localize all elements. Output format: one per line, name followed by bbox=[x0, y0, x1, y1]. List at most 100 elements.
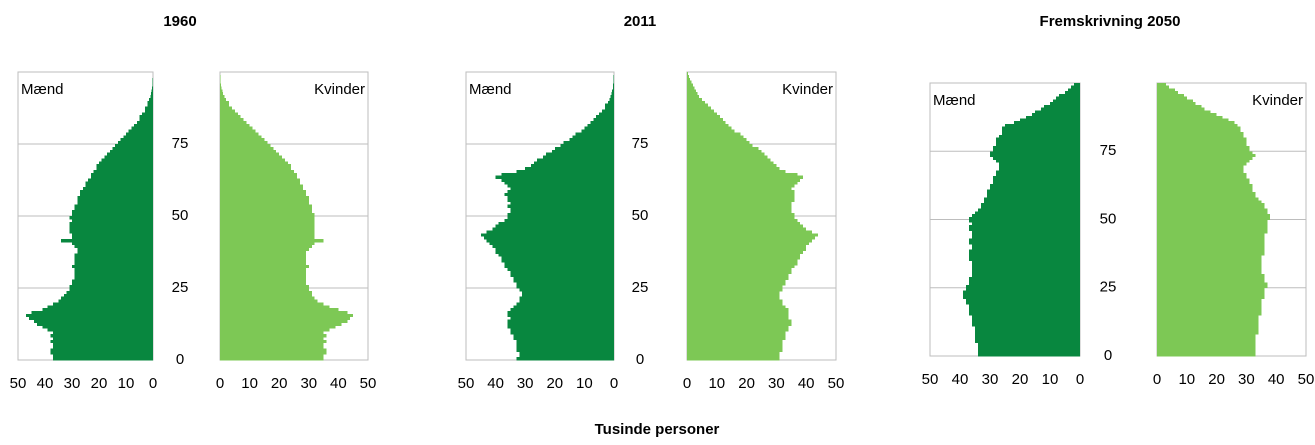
y-tick-label: 0 bbox=[636, 351, 644, 368]
x-tick-label: 30 bbox=[768, 375, 785, 392]
bar bbox=[975, 339, 1080, 343]
bar bbox=[1157, 170, 1244, 174]
bar bbox=[1157, 260, 1262, 264]
bar bbox=[220, 290, 312, 295]
bar bbox=[50, 339, 153, 344]
bar bbox=[545, 152, 614, 156]
bar bbox=[220, 308, 339, 312]
chart-title: 2011 bbox=[624, 13, 657, 30]
bar bbox=[513, 276, 614, 280]
bar bbox=[1157, 153, 1256, 158]
bar bbox=[1157, 295, 1265, 300]
bar bbox=[1026, 115, 1080, 119]
bar bbox=[687, 354, 780, 358]
bar bbox=[513, 305, 614, 309]
bar bbox=[569, 138, 614, 142]
bar bbox=[596, 115, 614, 119]
bar bbox=[220, 129, 256, 133]
bar bbox=[972, 235, 1080, 240]
bar bbox=[966, 301, 1080, 305]
bar bbox=[220, 256, 306, 260]
bar bbox=[53, 354, 153, 358]
bar bbox=[220, 175, 297, 179]
bar bbox=[969, 279, 1080, 283]
bar bbox=[522, 290, 614, 295]
bar bbox=[128, 129, 153, 133]
bar bbox=[687, 247, 807, 251]
bar bbox=[220, 181, 300, 185]
bar bbox=[687, 224, 804, 228]
bar bbox=[599, 112, 614, 116]
bar bbox=[1157, 143, 1247, 147]
bar bbox=[969, 238, 1080, 242]
bar bbox=[220, 178, 300, 182]
bar bbox=[687, 345, 783, 349]
bar bbox=[1157, 216, 1271, 220]
bar bbox=[1157, 315, 1259, 319]
bar bbox=[220, 152, 280, 156]
bar bbox=[220, 115, 241, 119]
bar bbox=[534, 161, 614, 165]
bar bbox=[220, 328, 330, 332]
x-tick-label: 0 bbox=[1076, 371, 1084, 388]
x-tick-label: 50 bbox=[1298, 371, 1315, 388]
bar bbox=[1157, 96, 1187, 100]
y-tick-label: 0 bbox=[176, 351, 184, 368]
bar bbox=[1157, 208, 1268, 212]
bar bbox=[513, 334, 614, 338]
bar bbox=[74, 276, 153, 280]
bar bbox=[220, 167, 292, 171]
bar bbox=[1157, 233, 1265, 237]
bar bbox=[104, 155, 153, 159]
x-tick-label: 20 bbox=[271, 375, 288, 392]
bar bbox=[1157, 227, 1268, 231]
bar bbox=[608, 100, 614, 105]
bar bbox=[590, 120, 614, 125]
bar bbox=[516, 348, 614, 352]
bar bbox=[587, 123, 614, 128]
bar bbox=[107, 152, 153, 156]
bar bbox=[492, 244, 614, 249]
bar bbox=[513, 279, 614, 283]
bar bbox=[220, 319, 348, 323]
y-tick-label: 75 bbox=[632, 135, 649, 152]
bar bbox=[687, 77, 690, 82]
bar bbox=[993, 148, 1080, 152]
bar bbox=[687, 190, 795, 194]
bar bbox=[605, 106, 614, 110]
bar bbox=[504, 262, 614, 266]
bar bbox=[136, 120, 153, 125]
bar bbox=[1157, 129, 1241, 133]
bar bbox=[1157, 159, 1250, 163]
bar bbox=[495, 247, 614, 251]
bar bbox=[687, 351, 780, 355]
bar bbox=[972, 260, 1080, 264]
bar bbox=[984, 200, 1080, 204]
bar bbox=[220, 149, 277, 154]
bar bbox=[498, 253, 614, 257]
bar bbox=[516, 339, 614, 344]
bar bbox=[1157, 274, 1265, 278]
bar bbox=[687, 204, 792, 208]
bar bbox=[687, 305, 786, 309]
bar bbox=[1065, 91, 1080, 95]
bar bbox=[34, 319, 154, 323]
bar bbox=[537, 158, 614, 162]
bar bbox=[613, 80, 614, 84]
bar bbox=[687, 97, 702, 102]
bar bbox=[1157, 306, 1262, 310]
bar bbox=[507, 213, 614, 217]
bar bbox=[999, 134, 1080, 138]
bar bbox=[687, 256, 801, 260]
bar bbox=[220, 236, 315, 240]
bar bbox=[978, 353, 1080, 357]
x-tick-label: 50 bbox=[360, 375, 377, 392]
bar bbox=[220, 100, 229, 105]
bar bbox=[495, 175, 614, 179]
y-tick-label: 50 bbox=[1100, 210, 1117, 227]
bar bbox=[74, 262, 153, 266]
bar bbox=[969, 252, 1080, 256]
bar bbox=[220, 216, 315, 220]
bar bbox=[1157, 200, 1262, 204]
bar bbox=[99, 161, 153, 165]
